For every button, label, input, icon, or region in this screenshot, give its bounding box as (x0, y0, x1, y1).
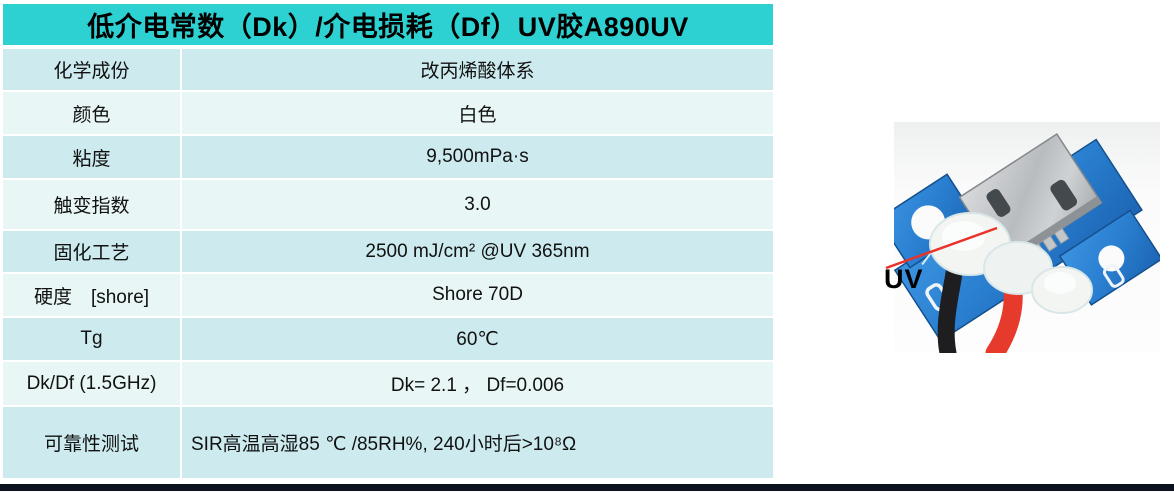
row-value: SIR高温高湿85 ℃ /85RH%, 240小时后>10⁸Ω (182, 407, 773, 478)
row-label: 颜色 (3, 92, 180, 134)
solder-pin (1042, 235, 1058, 252)
row-label: 粘度 (3, 136, 180, 178)
spec-table: 低介电常数（Dk）/介电损耗（Df）UV胶A890UV 化学成份 改丙烯酸体系 … (3, 4, 773, 478)
annotation-label: UV (884, 264, 924, 294)
table-title: 低介电常数（Dk）/介电损耗（Df）UV胶A890UV (3, 4, 773, 45)
silkscreen-mark (1102, 264, 1125, 288)
table-row: 固化工艺 2500 mJ/cm² @UV 365nm (3, 231, 773, 272)
row-value: 改丙烯酸体系 (182, 49, 773, 90)
row-value: 9,500mPa·s (182, 136, 773, 178)
table-row: 颜色 白色 (3, 92, 773, 134)
row-label: 化学成份 (3, 49, 180, 90)
row-value: 2500 mJ/cm² @UV 365nm (182, 231, 773, 272)
table-row: 可靠性测试 SIR高温高湿85 ℃ /85RH%, 240小时后>10⁸Ω (3, 407, 773, 478)
row-value: 3.0 (182, 180, 773, 229)
row-label: 触变指数 (3, 180, 180, 229)
row-label: Tg (3, 318, 180, 360)
table-row: Tg 60℃ (3, 318, 773, 360)
product-photo (894, 122, 1160, 353)
row-value: Dk= 2.1 ， Df=0.006 (182, 362, 773, 405)
table-row: Dk/Df (1.5GHz) Dk= 2.1 ， Df=0.006 (3, 362, 773, 405)
table-row: 粘度 9,500mPa·s (3, 136, 773, 178)
row-label: 固化工艺 (3, 231, 180, 272)
table-row: 化学成份 改丙烯酸体系 (3, 49, 773, 90)
table-row: 硬度 [shore] Shore 70D (3, 274, 773, 316)
table-row: 触变指数 3.0 (3, 180, 773, 229)
row-label: 硬度 [shore] (3, 274, 180, 316)
table-body: 化学成份 改丙烯酸体系 颜色 白色 粘度 9,500mPa·s 触变指数 3.0… (3, 49, 773, 478)
row-value: Shore 70D (182, 274, 773, 316)
footer-bar (0, 484, 1174, 491)
uv-glue-blob (929, 212, 1093, 314)
mounting-hole (1098, 245, 1125, 272)
row-value: 60℃ (182, 318, 773, 360)
row-value: 白色 (182, 92, 773, 134)
row-label: 可靠性测试 (3, 407, 180, 478)
row-label: Dk/Df (1.5GHz) (3, 362, 180, 405)
annotation-line (885, 226, 998, 270)
solder-pin (1053, 227, 1070, 245)
